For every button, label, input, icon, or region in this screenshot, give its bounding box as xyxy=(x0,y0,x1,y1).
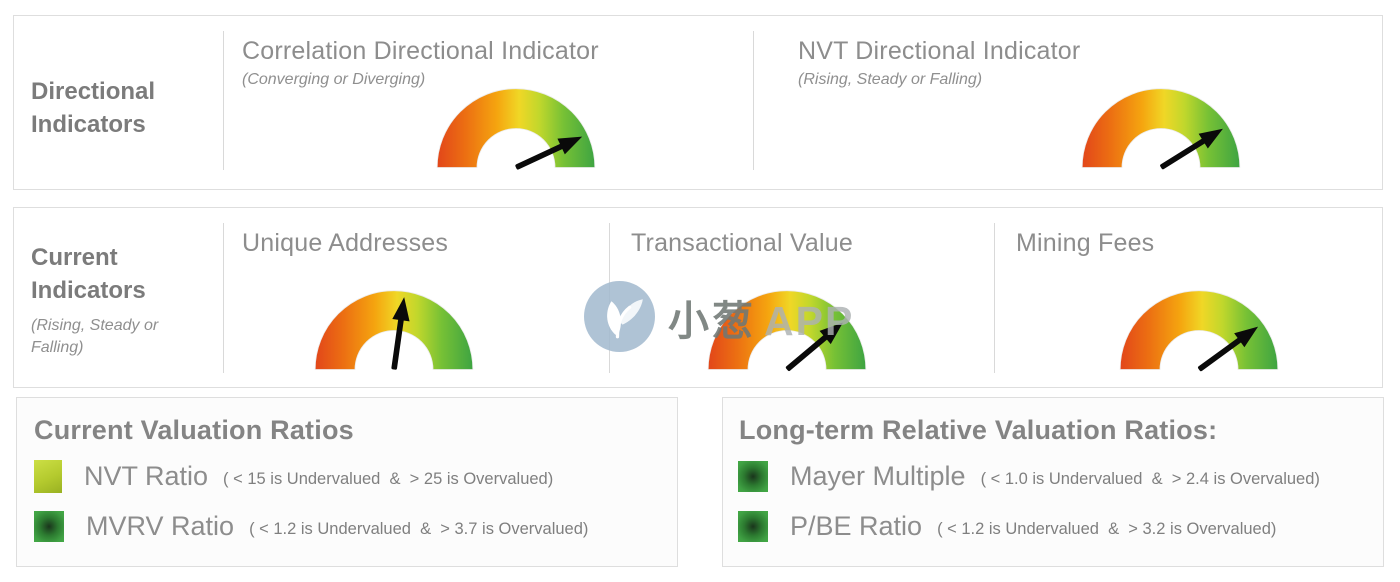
pbe-ratio-label: P/BE Ratio xyxy=(790,510,923,541)
mayer-multiple-swatch-icon xyxy=(738,460,768,492)
directional-indicators-panel: Directional Indicators Correlation Direc… xyxy=(13,15,1383,190)
nvt-ratio-swatch-icon xyxy=(34,459,62,493)
panel-divider xyxy=(609,223,610,373)
directional-indicators-label: Directional Indicators xyxy=(31,78,156,138)
nvt-ratio-label: NVT Ratio xyxy=(84,460,209,491)
current-indicators-sublabel: (Rising, Steady or Falling) xyxy=(31,317,159,356)
mvrv-ratio-threshold: ( < 1.2 is Undervalued & > 3.7 is Overva… xyxy=(249,520,589,538)
current-indicators-label: Current Indicators xyxy=(31,244,146,304)
pbe-ratio-threshold: ( < 1.2 is Undervalued & > 3.2 is Overva… xyxy=(937,520,1277,538)
unique-addresses-gauge xyxy=(311,286,477,372)
pbe-ratio-swatch-icon xyxy=(738,510,768,542)
nvt-directional-subtitle: (Rising, Steady or Falling) xyxy=(798,71,983,88)
unique-addresses-title: Unique Addresses xyxy=(242,229,449,257)
mayer-multiple-row: Mayer Multiple ( < 1.0 is Undervalued & … xyxy=(738,456,1320,496)
panel-divider xyxy=(223,31,224,170)
correlation-indicator-title: Correlation Directional Indicator xyxy=(242,37,599,65)
panel-divider xyxy=(994,223,995,373)
panel-divider xyxy=(223,223,224,373)
correlation-indicator-subtitle: (Converging or Diverging) xyxy=(242,71,426,88)
mvrv-ratio-row: MVRV Ratio ( < 1.2 is Undervalued & > 3.… xyxy=(34,506,588,546)
nvt-ratio-row: NVT Ratio ( < 15 is Undervalued & > 25 i… xyxy=(34,456,553,496)
current-valuation-heading: Current Valuation Ratios xyxy=(34,415,354,445)
nvt-directional-title: NVT Directional Indicator xyxy=(798,37,1081,65)
transactional-value-title: Transactional Value xyxy=(631,229,853,257)
panel-divider xyxy=(753,31,754,170)
mayer-multiple-threshold: ( < 1.0 is Undervalued & > 2.4 is Overva… xyxy=(980,470,1320,488)
nvt-directional-gauge xyxy=(1078,84,1244,170)
transactional-value-gauge xyxy=(704,286,870,372)
current-indicators-panel: Current Indicators (Rising, Steady or Fa… xyxy=(13,207,1383,388)
mvrv-ratio-label: MVRV Ratio xyxy=(86,510,235,541)
mayer-multiple-label: Mayer Multiple xyxy=(790,460,966,491)
current-valuation-ratios-panel: Current Valuation Ratios NVT Ratio ( < 1… xyxy=(16,397,678,567)
longterm-valuation-ratios-panel: Long-term Relative Valuation Ratios: May… xyxy=(722,397,1384,567)
pbe-ratio-row: P/BE Ratio ( < 1.2 is Undervalued & > 3.… xyxy=(738,506,1276,546)
nvt-ratio-threshold: ( < 15 is Undervalued & > 25 is Overvalu… xyxy=(223,470,554,488)
mining-fees-title: Mining Fees xyxy=(1016,229,1155,257)
correlation-gauge xyxy=(433,84,599,170)
longterm-valuation-heading: Long-term Relative Valuation Ratios: xyxy=(739,415,1218,445)
mvrv-ratio-swatch-icon xyxy=(34,510,64,542)
mining-fees-gauge xyxy=(1116,286,1282,372)
